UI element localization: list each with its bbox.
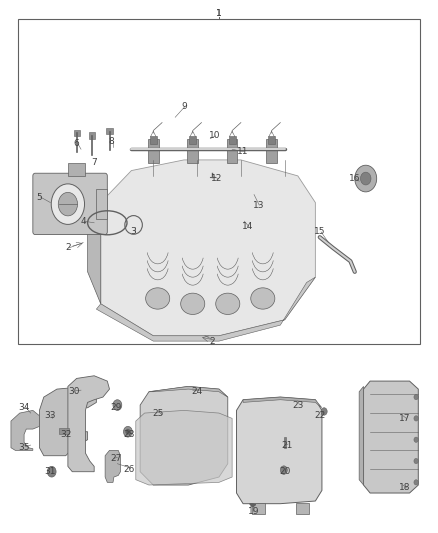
Text: 22: 22 — [314, 411, 325, 420]
Circle shape — [113, 400, 122, 410]
Text: 33: 33 — [45, 411, 56, 420]
Text: 3: 3 — [131, 228, 137, 236]
Circle shape — [126, 429, 130, 434]
PathPatch shape — [140, 386, 228, 485]
PathPatch shape — [68, 376, 110, 472]
PathPatch shape — [88, 203, 101, 304]
Circle shape — [58, 192, 78, 216]
Text: 26: 26 — [124, 465, 135, 473]
Text: 25: 25 — [152, 409, 163, 417]
Bar — [187, 139, 198, 163]
Circle shape — [414, 437, 418, 442]
PathPatch shape — [96, 277, 315, 341]
Text: 30: 30 — [69, 387, 80, 396]
Bar — [189, 136, 196, 144]
PathPatch shape — [364, 381, 418, 493]
Text: 32: 32 — [60, 430, 71, 439]
Bar — [252, 503, 265, 514]
Ellipse shape — [251, 288, 275, 309]
Text: 19: 19 — [248, 507, 260, 516]
Text: 13: 13 — [253, 201, 264, 209]
Text: 20: 20 — [279, 467, 290, 476]
Text: 21: 21 — [281, 441, 293, 449]
Ellipse shape — [216, 293, 240, 314]
FancyBboxPatch shape — [33, 173, 107, 235]
Text: 5: 5 — [36, 193, 42, 201]
Text: 1: 1 — [216, 9, 222, 18]
Circle shape — [414, 480, 418, 485]
PathPatch shape — [359, 386, 364, 485]
Bar — [268, 136, 275, 144]
Bar — [296, 503, 309, 514]
Bar — [229, 136, 236, 144]
Text: 1: 1 — [216, 9, 222, 18]
Bar — [96, 189, 107, 219]
Bar — [284, 437, 286, 448]
Bar — [106, 128, 113, 134]
Circle shape — [355, 165, 377, 192]
Ellipse shape — [180, 293, 205, 314]
Bar — [18, 19, 420, 344]
Text: 16: 16 — [349, 174, 360, 183]
Circle shape — [360, 172, 371, 185]
Circle shape — [414, 458, 418, 464]
Text: 15: 15 — [314, 228, 325, 236]
PathPatch shape — [105, 450, 120, 482]
Text: 2: 2 — [65, 244, 71, 252]
Circle shape — [414, 416, 418, 421]
Text: 8: 8 — [109, 137, 115, 146]
Text: 29: 29 — [110, 403, 122, 412]
Text: 18: 18 — [399, 483, 411, 492]
Text: 4: 4 — [81, 217, 86, 225]
Text: 31: 31 — [45, 467, 56, 476]
PathPatch shape — [136, 410, 232, 485]
FancyArrowPatch shape — [250, 504, 255, 506]
PathPatch shape — [237, 397, 322, 504]
Ellipse shape — [145, 288, 170, 309]
PathPatch shape — [39, 386, 96, 456]
Circle shape — [280, 466, 287, 474]
Bar — [59, 428, 69, 434]
Circle shape — [47, 466, 56, 477]
Text: 12: 12 — [211, 174, 223, 183]
Circle shape — [124, 426, 132, 437]
Bar — [68, 163, 85, 176]
Text: 2: 2 — [210, 337, 215, 345]
Text: 27: 27 — [110, 454, 122, 463]
Text: 17: 17 — [399, 414, 411, 423]
Text: 24: 24 — [191, 387, 203, 396]
Text: 14: 14 — [242, 222, 253, 231]
PathPatch shape — [149, 386, 228, 397]
Bar — [74, 130, 80, 136]
Text: 35: 35 — [18, 443, 30, 452]
Circle shape — [51, 184, 85, 224]
Bar — [266, 139, 277, 163]
PathPatch shape — [243, 397, 322, 408]
PathPatch shape — [101, 160, 315, 336]
Bar — [150, 136, 157, 144]
Text: 10: 10 — [209, 132, 220, 140]
Bar — [148, 139, 159, 163]
PathPatch shape — [11, 410, 39, 450]
Text: 11: 11 — [237, 148, 249, 156]
Text: 23: 23 — [292, 401, 304, 409]
Text: 9: 9 — [181, 102, 187, 111]
Circle shape — [414, 394, 418, 400]
Text: 6: 6 — [74, 140, 80, 148]
Text: 7: 7 — [91, 158, 97, 167]
Bar — [89, 132, 95, 139]
Circle shape — [321, 408, 327, 415]
Bar — [227, 139, 237, 163]
Text: 34: 34 — [18, 403, 30, 412]
Text: 28: 28 — [124, 430, 135, 439]
